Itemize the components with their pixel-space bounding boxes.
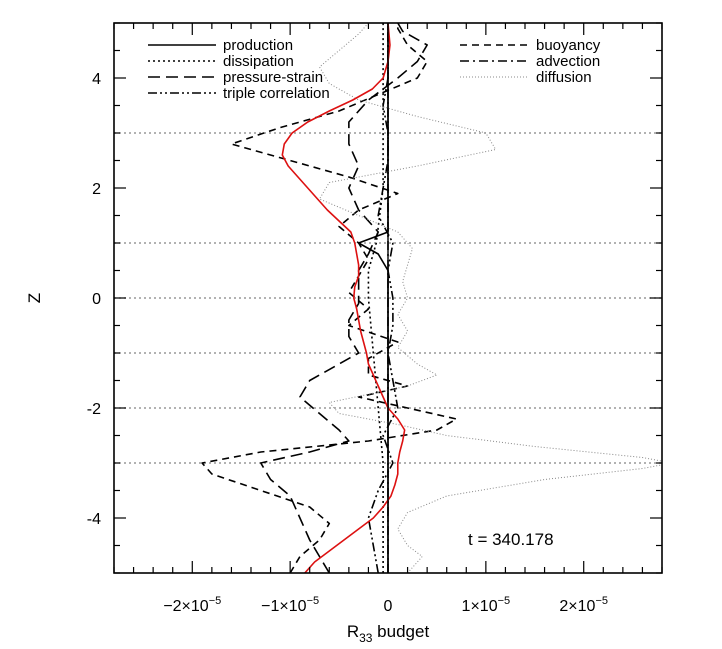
y-tick-label: 0 — [92, 291, 101, 308]
legend-label: advection — [536, 53, 600, 70]
x-tick-label-mantissa: 2×10 — [559, 598, 595, 615]
y-tick-label: -4 — [87, 511, 101, 528]
x-axis-label-rest: budget — [372, 622, 429, 641]
x-tick-label-mantissa: −2×10 — [163, 598, 208, 615]
y-axis-label: Z — [25, 293, 44, 303]
series-line-triple-correlation — [367, 23, 399, 573]
y-tick-label: 4 — [92, 71, 101, 88]
x-tick-label-mantissa: 1×10 — [462, 598, 498, 615]
series-line-pressure-strain — [259, 23, 428, 573]
legend-label: pressure-strain — [223, 69, 323, 86]
series-line-dissipation — [367, 23, 384, 573]
legend-label: diffusion — [536, 69, 592, 86]
y-tick-label: 2 — [92, 181, 101, 198]
time-annotation: t = 340.178 — [468, 530, 554, 549]
x-tick-label: −2×10−5 — [163, 595, 221, 615]
x-tick-label-exponent: −5 — [498, 595, 511, 607]
x-tick-label-exponent: −5 — [595, 595, 608, 607]
y-tick-label: -2 — [87, 401, 101, 418]
legend-label: dissipation — [223, 53, 294, 70]
legend-label: production — [223, 37, 293, 54]
legend-label: buoyancy — [536, 37, 601, 54]
x-axis-label-main: R — [347, 622, 359, 641]
x-axis-label: R33 budget — [347, 622, 430, 645]
x-tick-label-mantissa: 0 — [384, 598, 393, 615]
series-line-red-curve — [281, 23, 406, 573]
x-tick-label-exponent: −5 — [209, 595, 222, 607]
x-tick-label: −1×10−5 — [261, 595, 319, 615]
legend: productiondissipationpressure-straintrip… — [148, 37, 601, 102]
x-axis-label-subscript: 33 — [359, 631, 373, 645]
x-tick-label-mantissa: −1×10 — [261, 598, 306, 615]
x-tick-label: 2×10−5 — [559, 595, 608, 615]
x-tick-label-exponent: −5 — [307, 595, 320, 607]
series-lines — [201, 23, 662, 573]
x-tick-label: 0 — [384, 598, 393, 615]
legend-label: triple correlation — [223, 85, 330, 102]
x-tick-label: 1×10−5 — [462, 595, 511, 615]
